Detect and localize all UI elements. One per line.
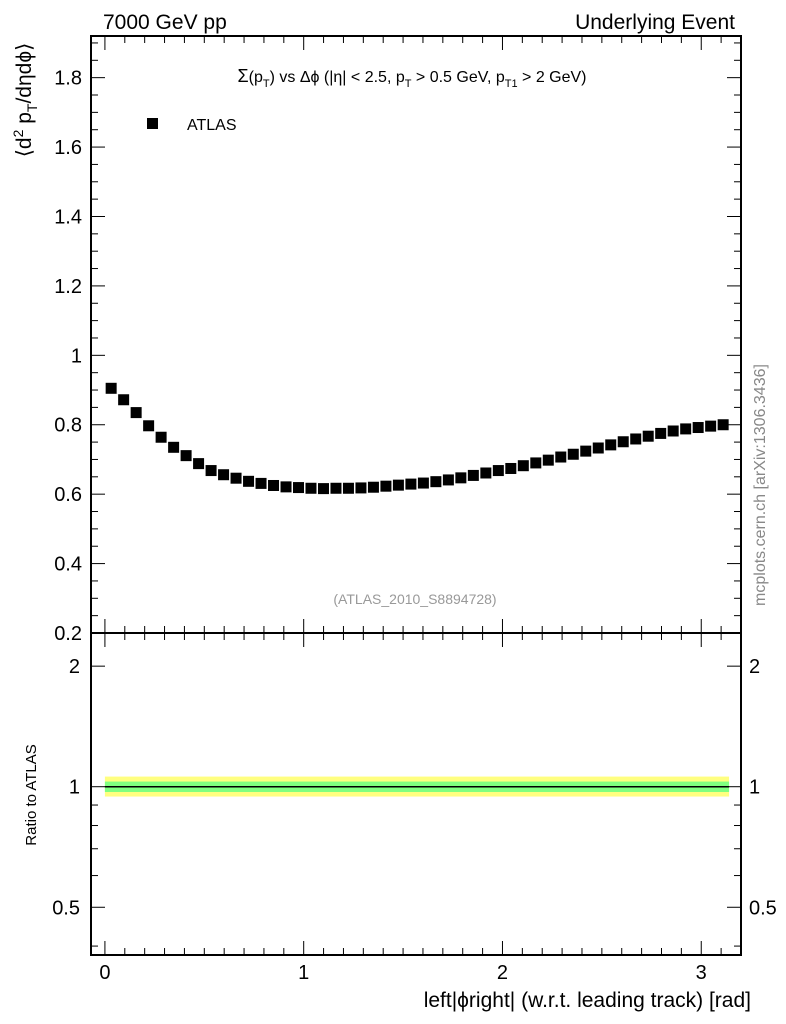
atlas-data-point (617, 436, 629, 448)
atlas-data-point (305, 482, 317, 494)
atlas-data-point (180, 450, 192, 462)
atlas-data-point (680, 423, 692, 435)
main-ylabel: ⟨d2 pT/dηdϕ⟩ (10, 43, 40, 158)
xtick-label: 1 (298, 962, 309, 984)
ratio-ytick-label-left: 0.5 (52, 897, 80, 919)
atlas-data-point (330, 482, 342, 494)
atlas-data-point (380, 480, 392, 492)
side-label: mcplots.cern.ch [arXiv:1306.3436] (752, 364, 769, 606)
atlas-data-point (230, 472, 242, 484)
atlas-data-point (430, 476, 442, 488)
atlas-data-point (592, 442, 604, 454)
atlas-data-point (105, 382, 117, 394)
atlas-data-point (605, 439, 617, 451)
atlas-data-point (342, 482, 354, 494)
xtick-label: 3 (696, 962, 707, 984)
atlas-data-point (143, 420, 155, 432)
legend-marker-atlas (147, 118, 158, 129)
x-axis-label: left|ϕright| (w.r.t. leading track) [rad… (424, 989, 751, 1012)
atlas-data-point (705, 420, 717, 432)
ratio-panel: 0.5 0.5 1 1 2 2 0 1 2 3 (52, 632, 777, 984)
atlas-data-point (118, 394, 130, 406)
atlas-data-point (405, 478, 417, 490)
main-ytick-label: 1.6 (54, 137, 82, 159)
main-ytick-label: 1 (71, 345, 82, 367)
ratio-ytick-label-right: 2 (749, 656, 760, 678)
main-panel: 0.2 0.4 0.6 0.8 1 1.2 1.4 1.6 1.8 (54, 35, 742, 645)
atlas-data-point (692, 422, 704, 434)
main-ytick-label: 0.2 (54, 623, 82, 645)
main-ytick-label: 1.2 (54, 276, 82, 298)
atlas-data-point (130, 407, 142, 419)
ratio-ytick-label-left: 2 (69, 656, 80, 678)
ratio-ytick-label-left: 1 (69, 777, 80, 799)
ratio-frame (90, 632, 742, 956)
main-ytick-label: 1.4 (54, 206, 82, 228)
atlas-data-point (717, 419, 729, 431)
main-ytick-label: 1.8 (54, 68, 82, 90)
atlas-data-point (367, 481, 379, 493)
atlas-data-point (555, 451, 567, 463)
main-title: Σ(pT) vs Δϕ (|η| < 2.5, pT > 0.5 GeV, pT… (238, 66, 587, 90)
ratio-ytick-label-right: 1 (749, 777, 760, 799)
atlas-data-point (630, 433, 642, 445)
atlas-data-point (492, 465, 504, 477)
atlas-data-point (218, 469, 230, 481)
atlas-data-point (268, 479, 280, 491)
atlas-data-point (542, 454, 554, 466)
main-ytick-label: 0.8 (54, 415, 82, 437)
atlas-data-point (392, 479, 404, 491)
ratio-ytick-label-right: 0.5 (749, 897, 777, 919)
atlas-data-point (505, 462, 517, 474)
atlas-data-point (355, 482, 367, 494)
atlas-data-point (168, 441, 180, 453)
atlas-data-point (667, 425, 679, 437)
atlas-data-point (480, 467, 492, 479)
ratio-ylabel: Ratio to ATLAS (23, 744, 40, 845)
atlas-data-point (530, 457, 542, 469)
legend-label-atlas: ATLAS (187, 117, 237, 134)
analysis-watermark: (ATLAS_2010_S8894728) (333, 591, 496, 607)
main-ytick-label: 0.4 (54, 554, 82, 576)
atlas-data-point (580, 445, 592, 457)
atlas-data-point (567, 448, 579, 460)
atlas-data-point (517, 460, 529, 472)
atlas-data-point (417, 477, 429, 489)
atlas-data-point (255, 477, 267, 489)
atlas-data-point (317, 483, 329, 495)
atlas-data-point (205, 465, 217, 477)
atlas-data-point (193, 458, 205, 470)
atlas-data-point (155, 431, 167, 443)
xtick-label: 0 (99, 962, 110, 984)
atlas-data-point (642, 430, 654, 442)
atlas-data-point (655, 427, 667, 439)
header-right: Underlying Event (575, 11, 735, 34)
main-ytick-label: 0.6 (54, 484, 82, 506)
atlas-data-point (455, 472, 467, 484)
atlas-data-point (280, 481, 292, 493)
atlas-data-point (293, 482, 305, 494)
atlas-data-point (442, 474, 454, 486)
xtick-label: 2 (497, 962, 508, 984)
atlas-data-point (243, 475, 255, 487)
atlas-data-point (467, 469, 479, 481)
header-left: 7000 GeV pp (103, 11, 227, 34)
